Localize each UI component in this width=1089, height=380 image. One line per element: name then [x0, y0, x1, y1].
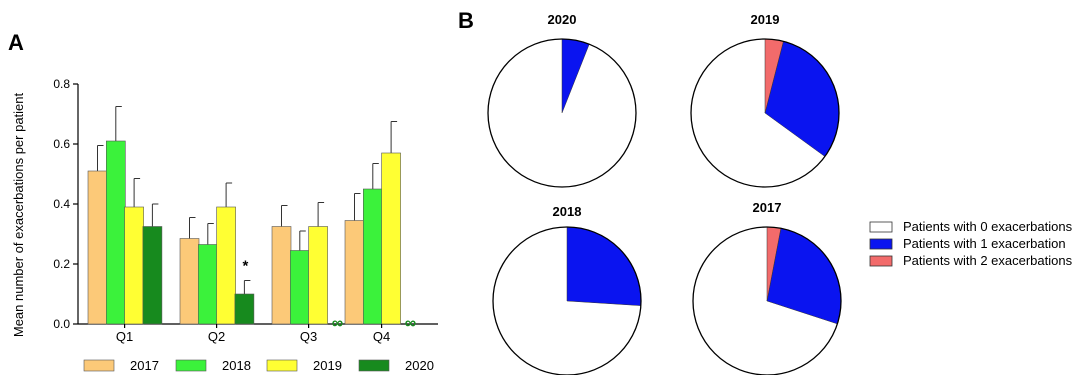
y-tick-label: 0.6 — [53, 137, 70, 151]
bar-2019-q4 — [381, 152, 401, 325]
bar-2017-q1 — [87, 170, 108, 325]
pie-legend-swatch — [869, 221, 893, 233]
panel-b-label: B — [458, 8, 474, 33]
bar-2017-q4 — [344, 220, 365, 325]
bar-2019-q2 — [216, 206, 236, 325]
x-tick-label: Q3 — [300, 329, 317, 344]
pie-legend-label: Patients with 0 exacerbations — [903, 219, 1073, 234]
x-tick-label: Q4 — [373, 329, 390, 344]
annotation-mark: ∞ — [405, 315, 416, 332]
legend-swatch-2017 — [83, 359, 115, 372]
pie-legend-label: Patients with 2 exacerbations — [903, 253, 1073, 268]
pie-slice-2017-0 — [693, 227, 838, 375]
pie-legend-label: Patients with 1 exacerbation — [903, 236, 1066, 251]
bar-2017-q2 — [179, 238, 200, 325]
annotation-mark: ∞ — [332, 315, 343, 332]
bar-2018-q1 — [106, 140, 126, 325]
annotation-mark: * — [242, 258, 248, 275]
pie-legend: Patients with 0 exacerbations Patients wi… — [869, 219, 1073, 268]
x-tick-label: Q2 — [208, 329, 225, 344]
y-tick-label: 0.4 — [53, 197, 70, 211]
pie-title-2020: 2020 — [548, 12, 577, 27]
panel-a-label: A — [8, 30, 24, 55]
y-tick-label: 0.8 — [53, 77, 70, 91]
bar-2018-q3 — [289, 250, 310, 325]
y-tick-label: 0.2 — [53, 257, 70, 271]
bar-2018-q2 — [198, 244, 218, 325]
pie-charts: 2020 2019 2018 2017 — [487, 12, 842, 376]
pie-legend-swatch — [869, 255, 893, 267]
legend-swatch-2019 — [266, 359, 298, 372]
pie-title-2019: 2019 — [751, 12, 780, 27]
pie-title-2017: 2017 — [753, 200, 782, 215]
y-tick-label: 0.0 — [53, 317, 70, 331]
y-axis-title: Mean number of exacerbations per patient — [11, 92, 26, 337]
bar-2020-q2 — [234, 293, 255, 325]
bar-2017-q3 — [271, 226, 292, 325]
legend-swatch-2020 — [358, 359, 390, 372]
pie-slice-2019-0 — [691, 39, 825, 188]
legend-label: 2020 — [405, 358, 434, 373]
bar-2020-q1 — [142, 226, 163, 325]
legend-label: 2019 — [313, 358, 342, 373]
pie-title-2018: 2018 — [553, 204, 582, 219]
bar-chart: 0.0 0.2 0.4 0.6 0.8 Q1 Q2 Q3 Q4 * ∞ ∞ 2017 2018 2019 20… — [53, 77, 438, 373]
bar-2019-q1 — [124, 206, 144, 325]
legend-swatch-2018 — [175, 359, 207, 372]
bar-2019-q3 — [308, 226, 328, 325]
pie-legend-swatch — [869, 238, 893, 250]
pie-outline — [487, 38, 637, 188]
x-tick-label: Q1 — [116, 329, 133, 344]
pie-slice-2018-1 — [566, 226, 642, 306]
legend-label: 2017 — [130, 358, 159, 373]
legend-label: 2018 — [222, 358, 251, 373]
pie-outline — [690, 38, 840, 188]
bar-2018-q4 — [362, 188, 383, 325]
